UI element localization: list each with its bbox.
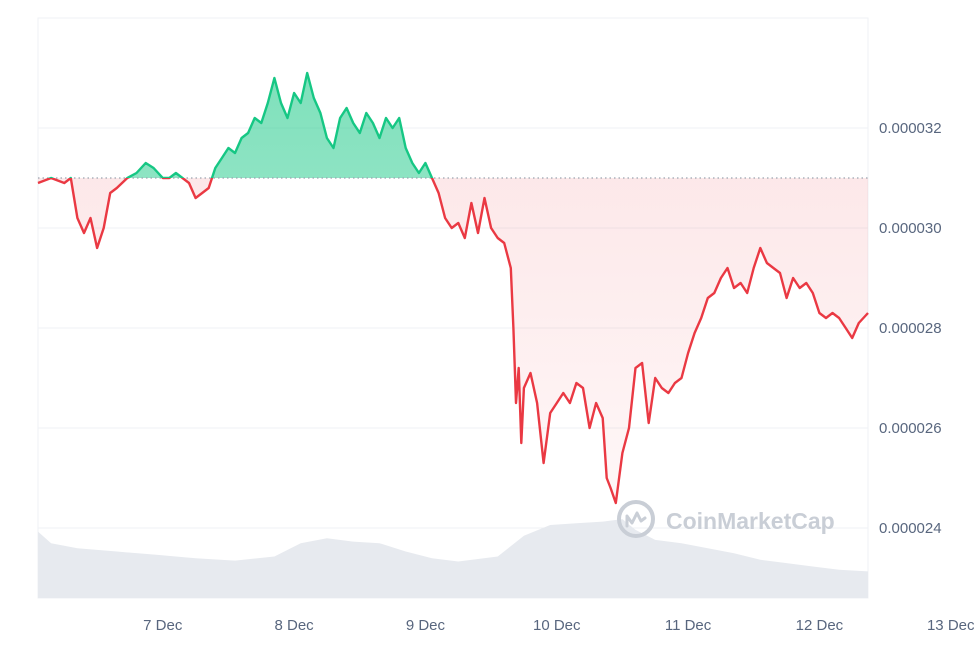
y-axis-ticks: 0.000024 0.000026 0.000028 0.000030 0.000032: [879, 120, 942, 537]
y-tick-label: 0.000032: [879, 120, 942, 137]
volume-area: [38, 519, 868, 598]
x-axis-ticks: 7 Dec 8 Dec 9 Dec 10 Dec 11 Dec 12 Dec 13 Dec: [143, 617, 975, 634]
x-tick-label: 11 Dec: [665, 617, 712, 634]
area-below-baseline: [38, 178, 868, 503]
price-line-down: [37, 178, 869, 505]
coinmarketcap-logo-icon: [617, 500, 655, 538]
watermark-text: CoinMarketCap: [666, 508, 835, 534]
watermark: CoinMarketCap: [617, 500, 835, 538]
x-tick-label: 10 Dec: [533, 617, 581, 634]
x-tick-label: 9 Dec: [406, 617, 446, 634]
area-above-baseline: [38, 73, 868, 178]
x-tick-label: 8 Dec: [274, 617, 314, 634]
x-tick-label: 12 Dec: [796, 617, 844, 634]
y-tick-label: 0.000030: [879, 220, 942, 237]
y-tick-label: 0.000024: [879, 520, 942, 537]
y-tick-label: 0.000026: [879, 420, 942, 437]
x-tick-label: 13 Dec: [927, 617, 975, 634]
x-tick-label: 7 Dec: [143, 617, 183, 634]
y-tick-label: 0.000028: [879, 320, 942, 337]
